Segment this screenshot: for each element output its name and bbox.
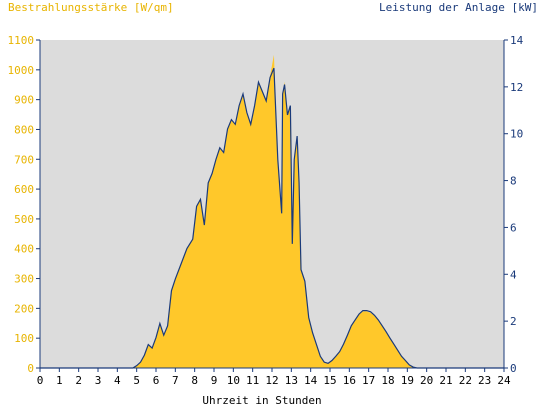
right-tick-label: 0 [510,362,517,375]
x-axis-ticks: 0 1 2 3 4 5 6 7 8 9 10 11 12 13 14 15 16 17 18 19 20 21 22 23 24 [37,368,511,387]
x-tick-label: 20 [420,374,433,387]
x-tick-label: 16 [343,374,356,387]
right-axis-title: Leistung der Anlage [kW] [379,1,538,14]
x-tick-label: 12 [265,374,278,387]
right-tick-label: 10 [510,128,523,141]
left-tick-label: 1100 [8,34,35,47]
x-tick-label: 3 [95,374,102,387]
left-tick-label: 100 [14,332,34,345]
left-tick-label: 400 [14,243,34,256]
x-tick-label: 7 [172,374,179,387]
power-line [40,67,504,369]
x-axis-label: Uhrzeit in Stunden [202,394,321,407]
x-tick-label: 21 [439,374,452,387]
x-tick-label: 24 [497,374,511,387]
x-tick-label: 4 [114,374,121,387]
right-tick-label: 4 [510,268,517,281]
x-tick-label: 17 [362,374,375,387]
x-tick-label: 22 [459,374,472,387]
x-tick-label: 10 [227,374,240,387]
left-axis-title: Bestrahlungsstärke [W/qm] [8,1,174,14]
x-tick-label: 9 [211,374,218,387]
right-tick-label: 8 [510,175,517,188]
left-tick-label: 300 [14,273,34,286]
irradiance-area [40,54,504,368]
left-tick-label: 1000 [8,64,35,77]
x-tick-label: 18 [381,374,394,387]
right-tick-label: 6 [510,221,517,234]
right-tick-label: 14 [510,34,524,47]
left-tick-label: 800 [14,123,34,136]
left-tick-label: 900 [14,94,34,107]
x-tick-label: 5 [133,374,140,387]
x-tick-label: 1 [56,374,63,387]
x-tick-label: 11 [246,374,259,387]
left-tick-label: 600 [14,183,34,196]
x-tick-label: 23 [478,374,491,387]
x-tick-label: 13 [285,374,298,387]
left-tick-label: 500 [14,213,34,226]
x-tick-label: 2 [75,374,82,387]
right-tick-label: 2 [510,315,517,328]
x-tick-label: 8 [191,374,198,387]
left-tick-label: 0 [27,362,34,375]
right-axis-ticks: 0 2 4 6 8 10 12 14 [504,34,524,375]
x-tick-label: 0 [37,374,44,387]
left-tick-label: 700 [14,153,34,166]
x-tick-label: 6 [153,374,160,387]
right-tick-label: 12 [510,81,523,94]
left-axis-ticks: 0 100 200 300 400 500 600 700 800 900 1000 1100 [8,34,40,375]
x-tick-label: 14 [304,374,318,387]
x-tick-label: 15 [323,374,336,387]
left-tick-label: 200 [14,302,34,315]
x-tick-label: 19 [401,374,414,387]
